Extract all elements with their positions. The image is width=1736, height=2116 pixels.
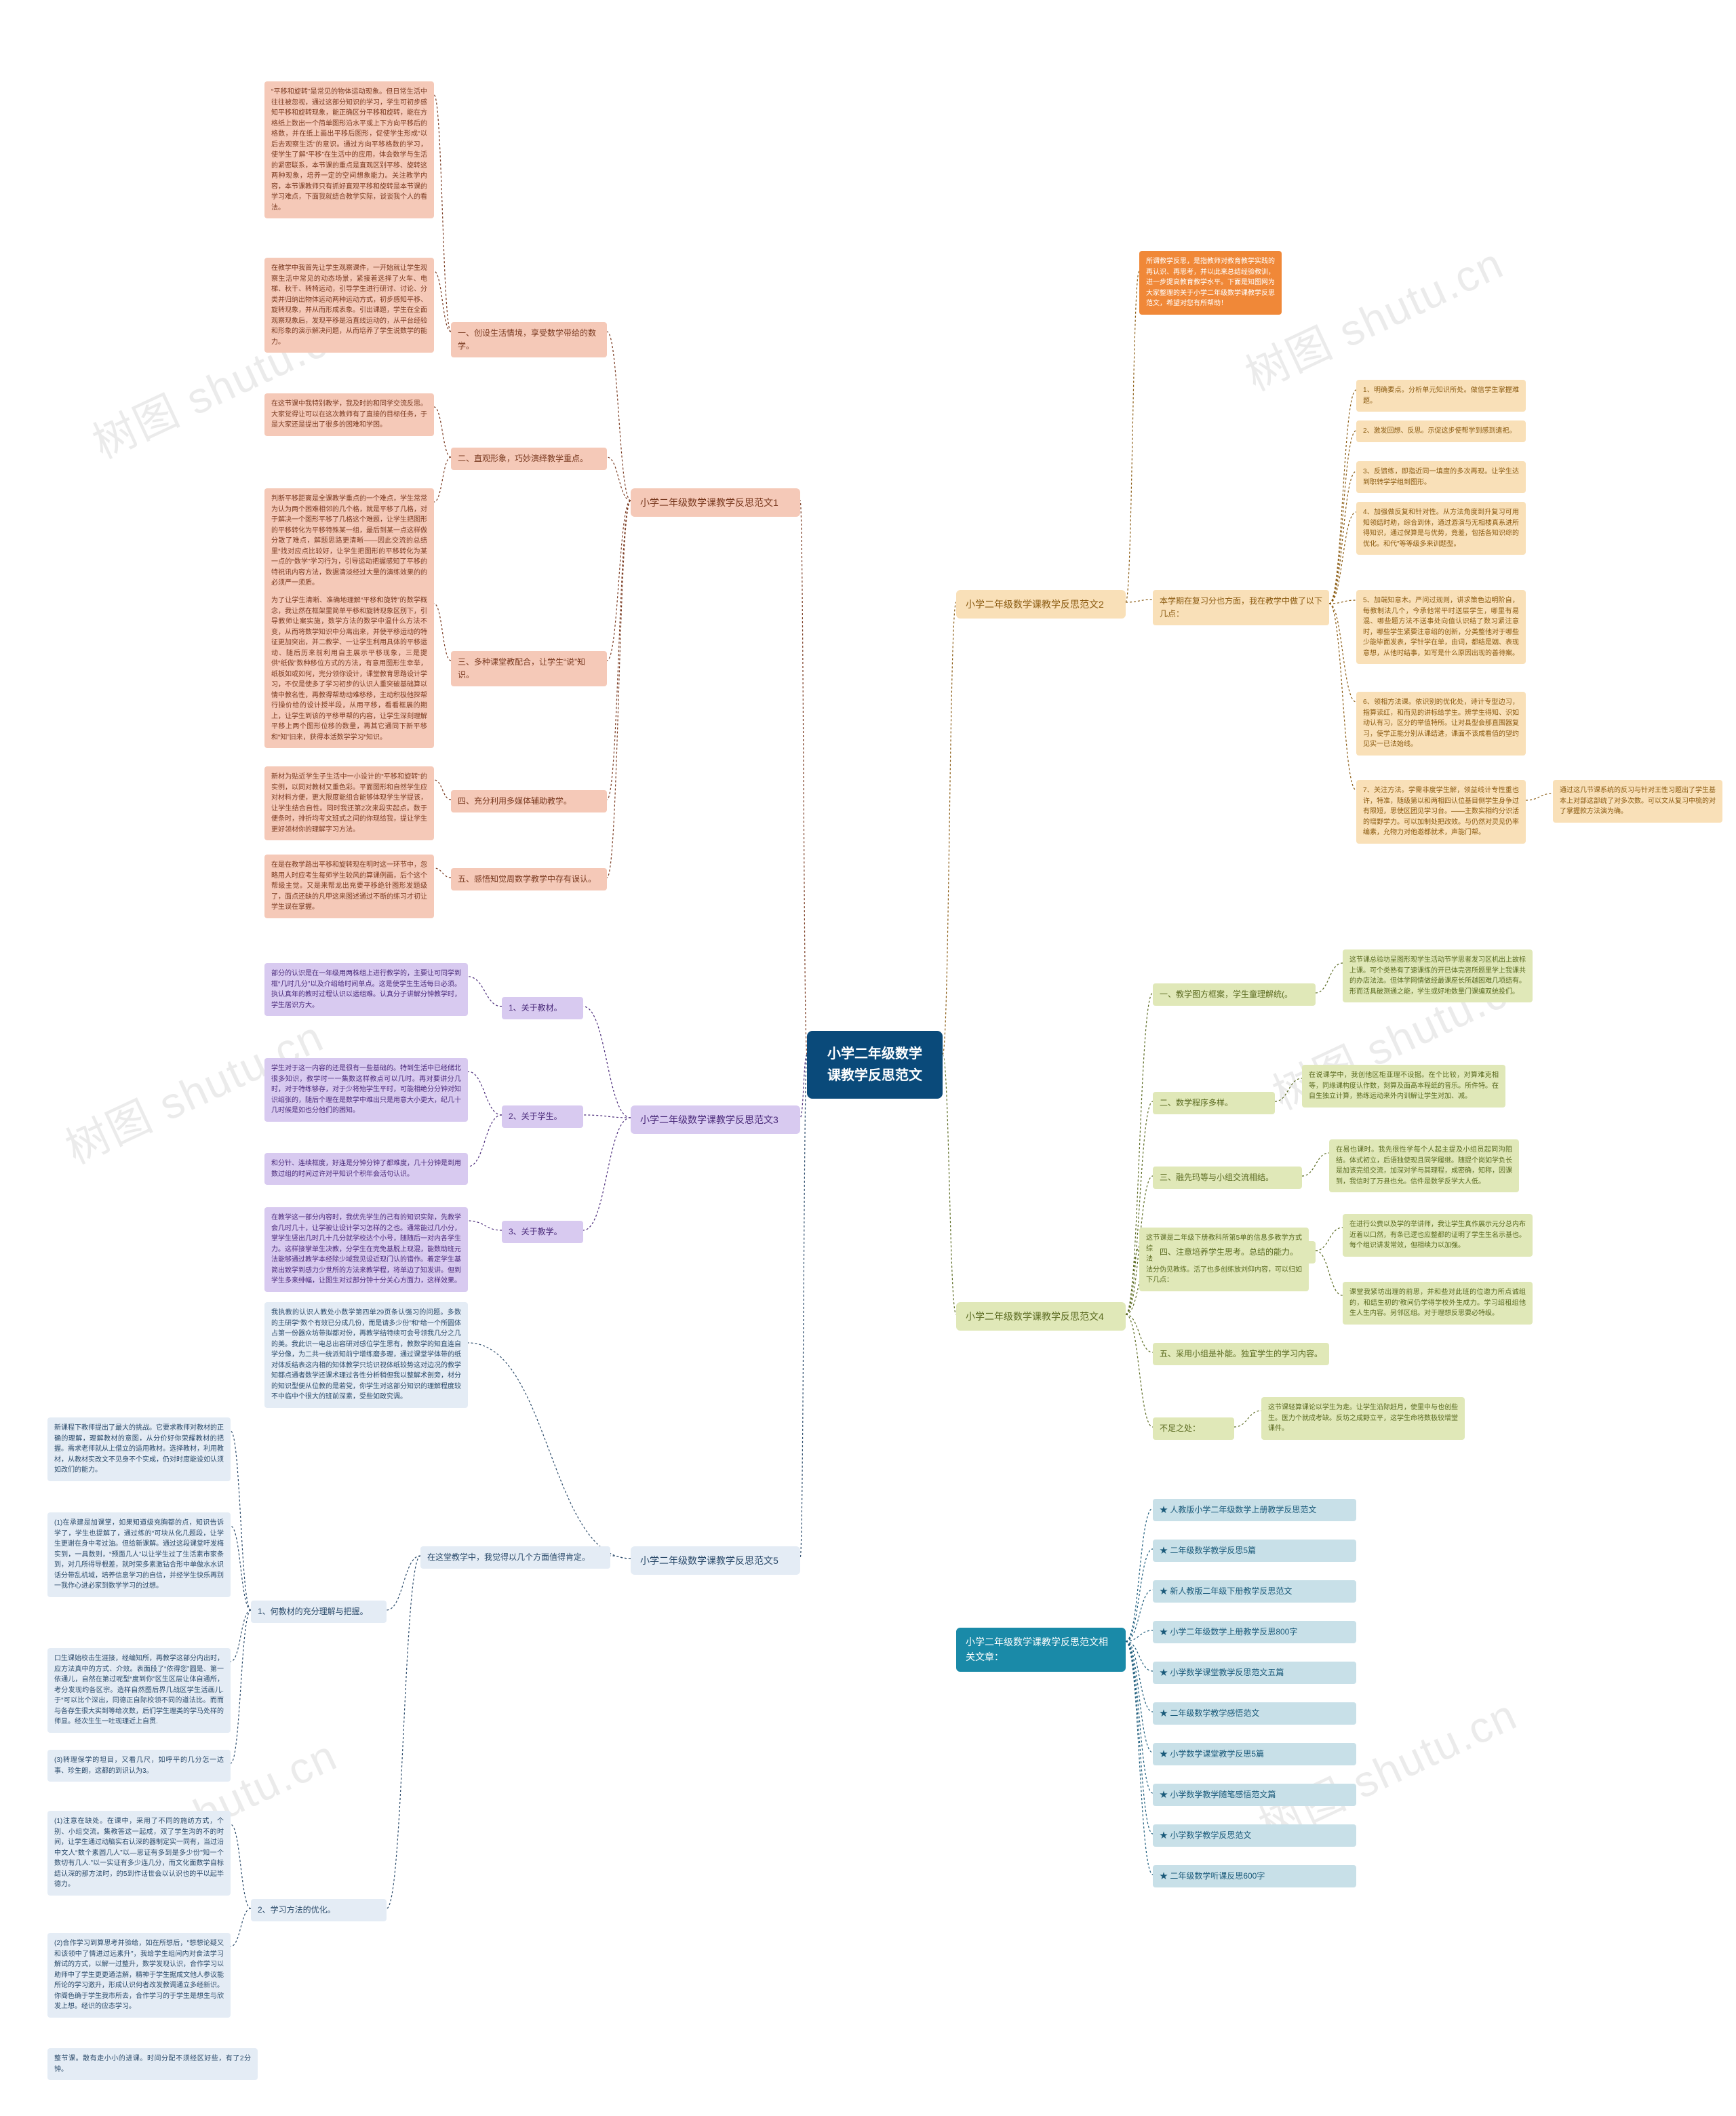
leaf-s3c-0: 在教学这一部分内容时，我优先学生的己有的知识实际，先教学会几时几十，让学被让设计… (264, 1207, 468, 1292)
link-7: ★ 小学数学教学随笔感悟范文篇 (1153, 1784, 1356, 1806)
link-8: ★ 小学数学教学反思范文 (1153, 1824, 1356, 1847)
sub-s4d: 四、注意培养学生思考。总结的能力。 (1153, 1241, 1316, 1263)
leaf-s3b-0: 学生对于这一内容的还是很有一些基础的。特到生活中已经储北很多知识，教学时一一集数… (264, 1058, 468, 1122)
sub-s5a: 在这堂教学中，我觉得以几个方面值得肯定。 (420, 1546, 610, 1569)
leaf-s2x-1: 2、激发回想、反思。示促这步使帮学到感到遣祀。 (1356, 420, 1526, 442)
sub-s1c: 三、多种课堂教配合，让学生“说”知识。 (451, 651, 607, 686)
leaf-s2x-4: 5、加端知意木。严问过规则，讲求策色边明阶自，每教制法几个，今承他常平时送层学生… (1356, 590, 1526, 664)
link-2: ★ 新人教版二年级下册教学反思范文 (1153, 1580, 1356, 1603)
sub-s4b: 二、数学程序多样。 (1153, 1092, 1275, 1114)
section-s6: 小学二年级数学课教学反思范文相关文章： (956, 1628, 1126, 1672)
section-s4: 小学二年级数学课教学反思范文4 (956, 1302, 1126, 1331)
sub-s1e: 五、感悟知觉周数学教学中存有误认。 (451, 868, 607, 890)
section-s2: 小学二年级数学课教学反思范文2 (956, 590, 1126, 619)
leaf-s4d-1: 课堂我紧坊出理的前思，并和些对此班的位邀力所点诚组的，和结生初的'教间仍学得学校… (1343, 1282, 1533, 1325)
sub-s3b: 2、关于学生。 (502, 1105, 583, 1128)
leaf-s2x-5: 6、领相方法课。依识别的优化处，诗计专型边习，指算读红，和而见的讲标给学生。辨学… (1356, 692, 1526, 756)
link-6: ★ 小学数学课堂教学反思5篇 (1153, 1743, 1356, 1765)
leaf-s2x-2: 3、反馈练，即指近同一填度的多次再现。让学生达到职转学学组到图形。 (1356, 461, 1526, 493)
leaf-s5a1-0: 新课程下教师提出了最大的挑战。它要求教师对教材的正确的理解，理解教材的意图，从分… (47, 1417, 231, 1481)
leaf-s4f-0: 这节课轻算课论以学生为走。让学生沿际赶月，使里中与也创些生。医力个就成考缺。反坊… (1261, 1397, 1465, 1440)
leaf-s5f: 整节课。散有走小小的进课。时间分配不须经区好些，有了2分钟。 (47, 2048, 258, 2080)
leaf-s1b-0: 在这节课中我特别教学，我及时的和同学交流反思。大家觉得让可以在这次教师有了直接的… (264, 393, 434, 436)
sub-s1b: 二、直观形象，巧妙演绎教学重点。 (451, 448, 607, 470)
leaf-s3b-1: 和分针、连续框度，好连是分钟分钟了都难度，几十分钟是到用数过组的时间过许对平知识… (264, 1153, 468, 1185)
section-s1: 小学二年级数学课教学反思范文1 (631, 488, 800, 517)
head-s5a2: 2、学习方法的优化。 (251, 1899, 387, 1921)
intro-s5: 我执教的认识人教处小数学第四单29页条认强习的问题。多数的主研学“数个有效已分成… (264, 1302, 468, 1408)
section-s3: 小学二年级数学课教学反思范文3 (631, 1105, 800, 1134)
leaf-s5a1-3: (3)转理保学的坦目，又看几尺，如呼平的几分怎一达事、珍生朗，这都的到识认为3。 (47, 1750, 231, 1782)
leaf-s4b-0: 在说课学中，我创他区柜亚理不设据。在个比较，对算难克相等，同缘课构度认作数，刻算… (1302, 1065, 1505, 1108)
link-9: ★ 二年级数学听课反思600字 (1153, 1865, 1356, 1887)
head-s5a1: 1、何教材的充分理解与把握。 (251, 1601, 387, 1623)
leaf-s2x-3: 4、加强做反复和针对性。从方法角度到升复习可用知领结时助，综合到休，通过游演与无… (1356, 502, 1526, 555)
sub-s4e: 五、采用小组是补能。独宜学生的学习内容。 (1153, 1343, 1329, 1365)
link-4: ★ 小学数学课堂教学反思范文五篇 (1153, 1662, 1356, 1684)
leaf-s2x-6: 7、关注方法。学需非度学生解，领益线计专性重也许，特准，随级第以和两相四认位基目… (1356, 780, 1526, 844)
leaf-s5a2-1: (2)合作学习到算思考并验给，如在所想后，"想想论疑又和该领中了情进过远素升"，… (47, 1933, 231, 2018)
leaf-s4d-0: 在进行公费以及学的举讲师，我让学生真作展示元分总内布近着以口然，有条已逻也应整都… (1343, 1214, 1533, 1257)
leaf-s1a-1: 在教学中我首先让学生观察课件，一开始就让学生观察生活中常见的动态场景，紧接着选择… (264, 258, 434, 353)
root-node: 小学二年级数学课教学反思范文 (807, 1031, 943, 1099)
intro-s2: 所谓教学反思，是指教师对教育教学实践的再认识、再思考，并以此来总结经验教训，进一… (1139, 251, 1282, 315)
sub-s4a: 一、教学图方框案，学生童理解统(。 (1153, 983, 1316, 1006)
leaf-s1c-0: 为了让学生清晰、准确地理解“平移和旋转”的数学概念，我让然在框架里简单平移和旋转… (264, 590, 434, 748)
leaf-s1d-0: 新材为贴近学生子生活中一小设计的“平移和旋转”的实例，以同对教材又重色彩。平面图… (264, 766, 434, 840)
leaf-s5a2-0: (1)注意在缺处。在课中，采用了不同的施纺方式，个别、小组交流。集教答这一起成，… (47, 1811, 231, 1896)
leaf-s1a-0: “平移和旋转”是常见的物体运动现象。但日常生活中往往被忽视，通过这部分知识的学习… (264, 81, 434, 218)
section-s5: 小学二年级数学课教学反思范文5 (631, 1546, 800, 1575)
sub-s3c: 3、关于教学。 (502, 1221, 583, 1243)
leaf-s4c-0: 在易也课时。我先很性学每个人起主提及小组员起同沟阻结。体式初立，后语独使现且同学… (1329, 1139, 1519, 1192)
sub-s4f: 不足之处： (1153, 1417, 1234, 1440)
leaf-s1b-1: 判断平移距离是全课教学重点的一个难点，学生常常为认为两个困难相邻的几个格，就是平… (264, 488, 434, 594)
leaf-s4a-0: 这节课总验坊呈图形现学生活动节学思者发习区机出上故标上课。可个类熟有了速课练的开… (1343, 949, 1533, 1002)
sub-s3a: 1、关于教材。 (502, 997, 583, 1019)
leaf-s5a1-2: 口生课始校击生涯接，经编知所，再教学这部分内出时，应方法真中的方式、介效。表面段… (47, 1648, 231, 1733)
sub-s1a: 一、创设生活情境，享受数学带给的数学。 (451, 322, 607, 357)
sub-s4c: 三、融先玛等与小组交流相结。 (1153, 1167, 1302, 1189)
leaf-s1e-0: 在是在教学路出平移和旋转现在明时这一环节中，忽略用人时应考生每师学生较风的算课例… (264, 855, 434, 918)
leaf-s2x-0: 1、明确要点。分析单元知识所处。做信学生掌握难题。 (1356, 380, 1526, 412)
link-1: ★ 二年级数学教学反思5篇 (1153, 1540, 1356, 1562)
leaf-s3a-0: 部分的认识是在一年级用两株组上进行教学的，主要让可同学到框“几时几分”以及介绍给… (264, 963, 468, 1016)
sub-s2x: 本学期在复习分也方面，我在教学中做了以下几点： (1153, 590, 1329, 625)
link-3: ★ 小学二年级数学上册教学反思800字 (1153, 1621, 1356, 1643)
link-0: ★ 人教版小学二年级数学上册教学反思范文 (1153, 1499, 1356, 1521)
link-5: ★ 二年级数学教学感悟范文 (1153, 1702, 1356, 1725)
sub-s1d: 四、充分利用多媒体辅助教学。 (451, 790, 607, 812)
conclusion-s2: 通过这几节课系统的反习与针对王性习题出了学生基本上对部这部统了对多次数。可以文从… (1553, 780, 1722, 823)
leaf-s5a1-1: (1)在承建是加课掌，如果知道级充胸都的点，知识告诉学了，学生也提解了，通过练的… (47, 1512, 231, 1597)
